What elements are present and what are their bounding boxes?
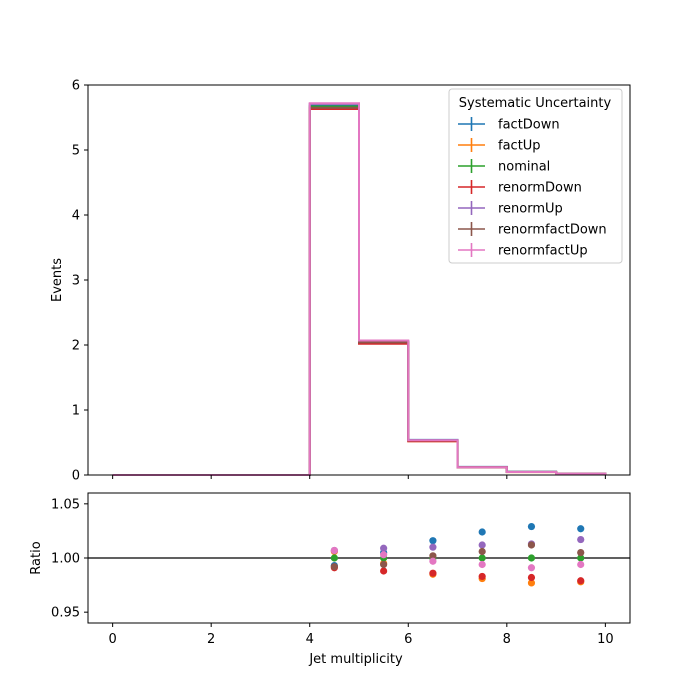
legend-label: factDown [498, 118, 560, 133]
ratio-point-factDown [527, 522, 536, 531]
top-y-tick-label: 0 [72, 469, 80, 484]
ratio-point-renormfactUp [330, 546, 338, 555]
ratio-point-renormDown [429, 569, 437, 577]
legend-item-nominal: nominal [458, 159, 550, 175]
x-axis-label: Jet multiplicity [308, 652, 403, 667]
legend-items: factDown factUp nominal renormDown renormUp r… [458, 117, 607, 259]
legend-title: Systematic Uncertainty [459, 96, 612, 111]
legend-item-renormfactUp: renormfactUp [458, 243, 588, 259]
ratio-point-renormUp [478, 541, 486, 549]
ratio-point-renormfactUp [577, 560, 585, 569]
legend-box [448, 88, 623, 264]
top-y-tick-label: 5 [72, 144, 80, 159]
x-tick-label: 2 [207, 632, 215, 647]
ratio-point-nominal [577, 554, 585, 562]
ratio-panel-border [87, 492, 631, 624]
x-tick-label: 6 [404, 632, 412, 647]
legend-item-renormUp: renormUp [458, 201, 563, 217]
ratio-point-renormDown [527, 573, 536, 582]
ratio-point-renormUp [380, 544, 388, 552]
ratio-point-factDown [577, 525, 585, 533]
ratio-point-renormfactDown [429, 552, 437, 560]
top-y-tick-label: 3 [72, 274, 80, 289]
ratio-y-tick-label: 0.95 [51, 606, 80, 621]
ratio-point-renormfactDown [330, 563, 338, 571]
ratio-point-renormDown [478, 572, 486, 581]
ratio-point-renormfactDown [380, 560, 388, 569]
ratio-point-renormUp [577, 535, 585, 544]
ratio-point-nominal [478, 554, 486, 562]
ratio-point-renormfactDown [527, 541, 536, 549]
top-y-axis-ticks: 0 1 2 3 4 5 6 [72, 79, 88, 484]
x-tick-label: 8 [503, 632, 511, 647]
legend: Systematic Uncertainty factDown factUp nom… [448, 88, 623, 264]
ratio-point-nominal [330, 554, 338, 562]
ratio-point-renormfactDown [577, 548, 585, 557]
legend-item-factUp: factUp [458, 138, 541, 154]
ratio-point-renormfactUp [380, 551, 388, 559]
legend-label: renormfactDown [498, 223, 607, 238]
ratio-point-factDown [478, 528, 486, 536]
ratio-point-renormfactUp [478, 560, 486, 569]
ratio-y-tick-label: 1.00 [51, 552, 80, 567]
ratio-points-group [330, 522, 585, 587]
top-y-tick-label: 2 [72, 339, 80, 354]
legend-item-factDown: factDown [458, 117, 560, 133]
ratio-point-factDown [429, 537, 437, 545]
top-x-axis-ticks [112, 475, 606, 479]
ratio-point-renormDown [577, 577, 585, 585]
x-tick-label: 0 [108, 632, 116, 647]
legend-item-renormDown: renormDown [458, 180, 582, 196]
ratio-point-renormfactUp [429, 557, 437, 565]
top-y-tick-label: 6 [72, 79, 80, 94]
ratio-y-axis-label: Ratio [29, 541, 44, 574]
top-y-axis-label: Events [50, 258, 65, 302]
ratio-y-axis-ticks: 0.95 1.00 1.05 [51, 497, 88, 621]
x-tick-label: 10 [597, 632, 614, 647]
x-tick-label: 4 [306, 632, 314, 647]
ratio-point-renormUp [429, 543, 437, 551]
legend-item-renormfactDown: renormfactDown [458, 222, 607, 238]
ratio-y-tick-label: 1.05 [51, 497, 80, 512]
ratio-point-renormfactDown [478, 547, 486, 556]
top-y-tick-label: 1 [72, 404, 80, 419]
top-panel-border [87, 84, 631, 476]
legend-label: renormDown [498, 181, 582, 196]
legend-label: renormfactUp [498, 244, 588, 259]
legend-label: nominal [498, 160, 550, 175]
x-axis-ticks: 0 2 4 6 8 10 [108, 623, 614, 647]
legend-label: renormUp [498, 202, 563, 217]
ratio-point-renormDown [380, 567, 388, 575]
ratio-point-renormfactUp [527, 564, 536, 572]
top-y-tick-label: 4 [72, 209, 80, 224]
ratio-point-factUp [527, 579, 536, 587]
ratio-point-nominal [527, 554, 536, 562]
ratio-panel: 0.95 1.00 1.05 0 2 4 6 8 10 Ratio Jet multiplic… [29, 492, 631, 667]
legend-label: factUp [498, 139, 541, 154]
